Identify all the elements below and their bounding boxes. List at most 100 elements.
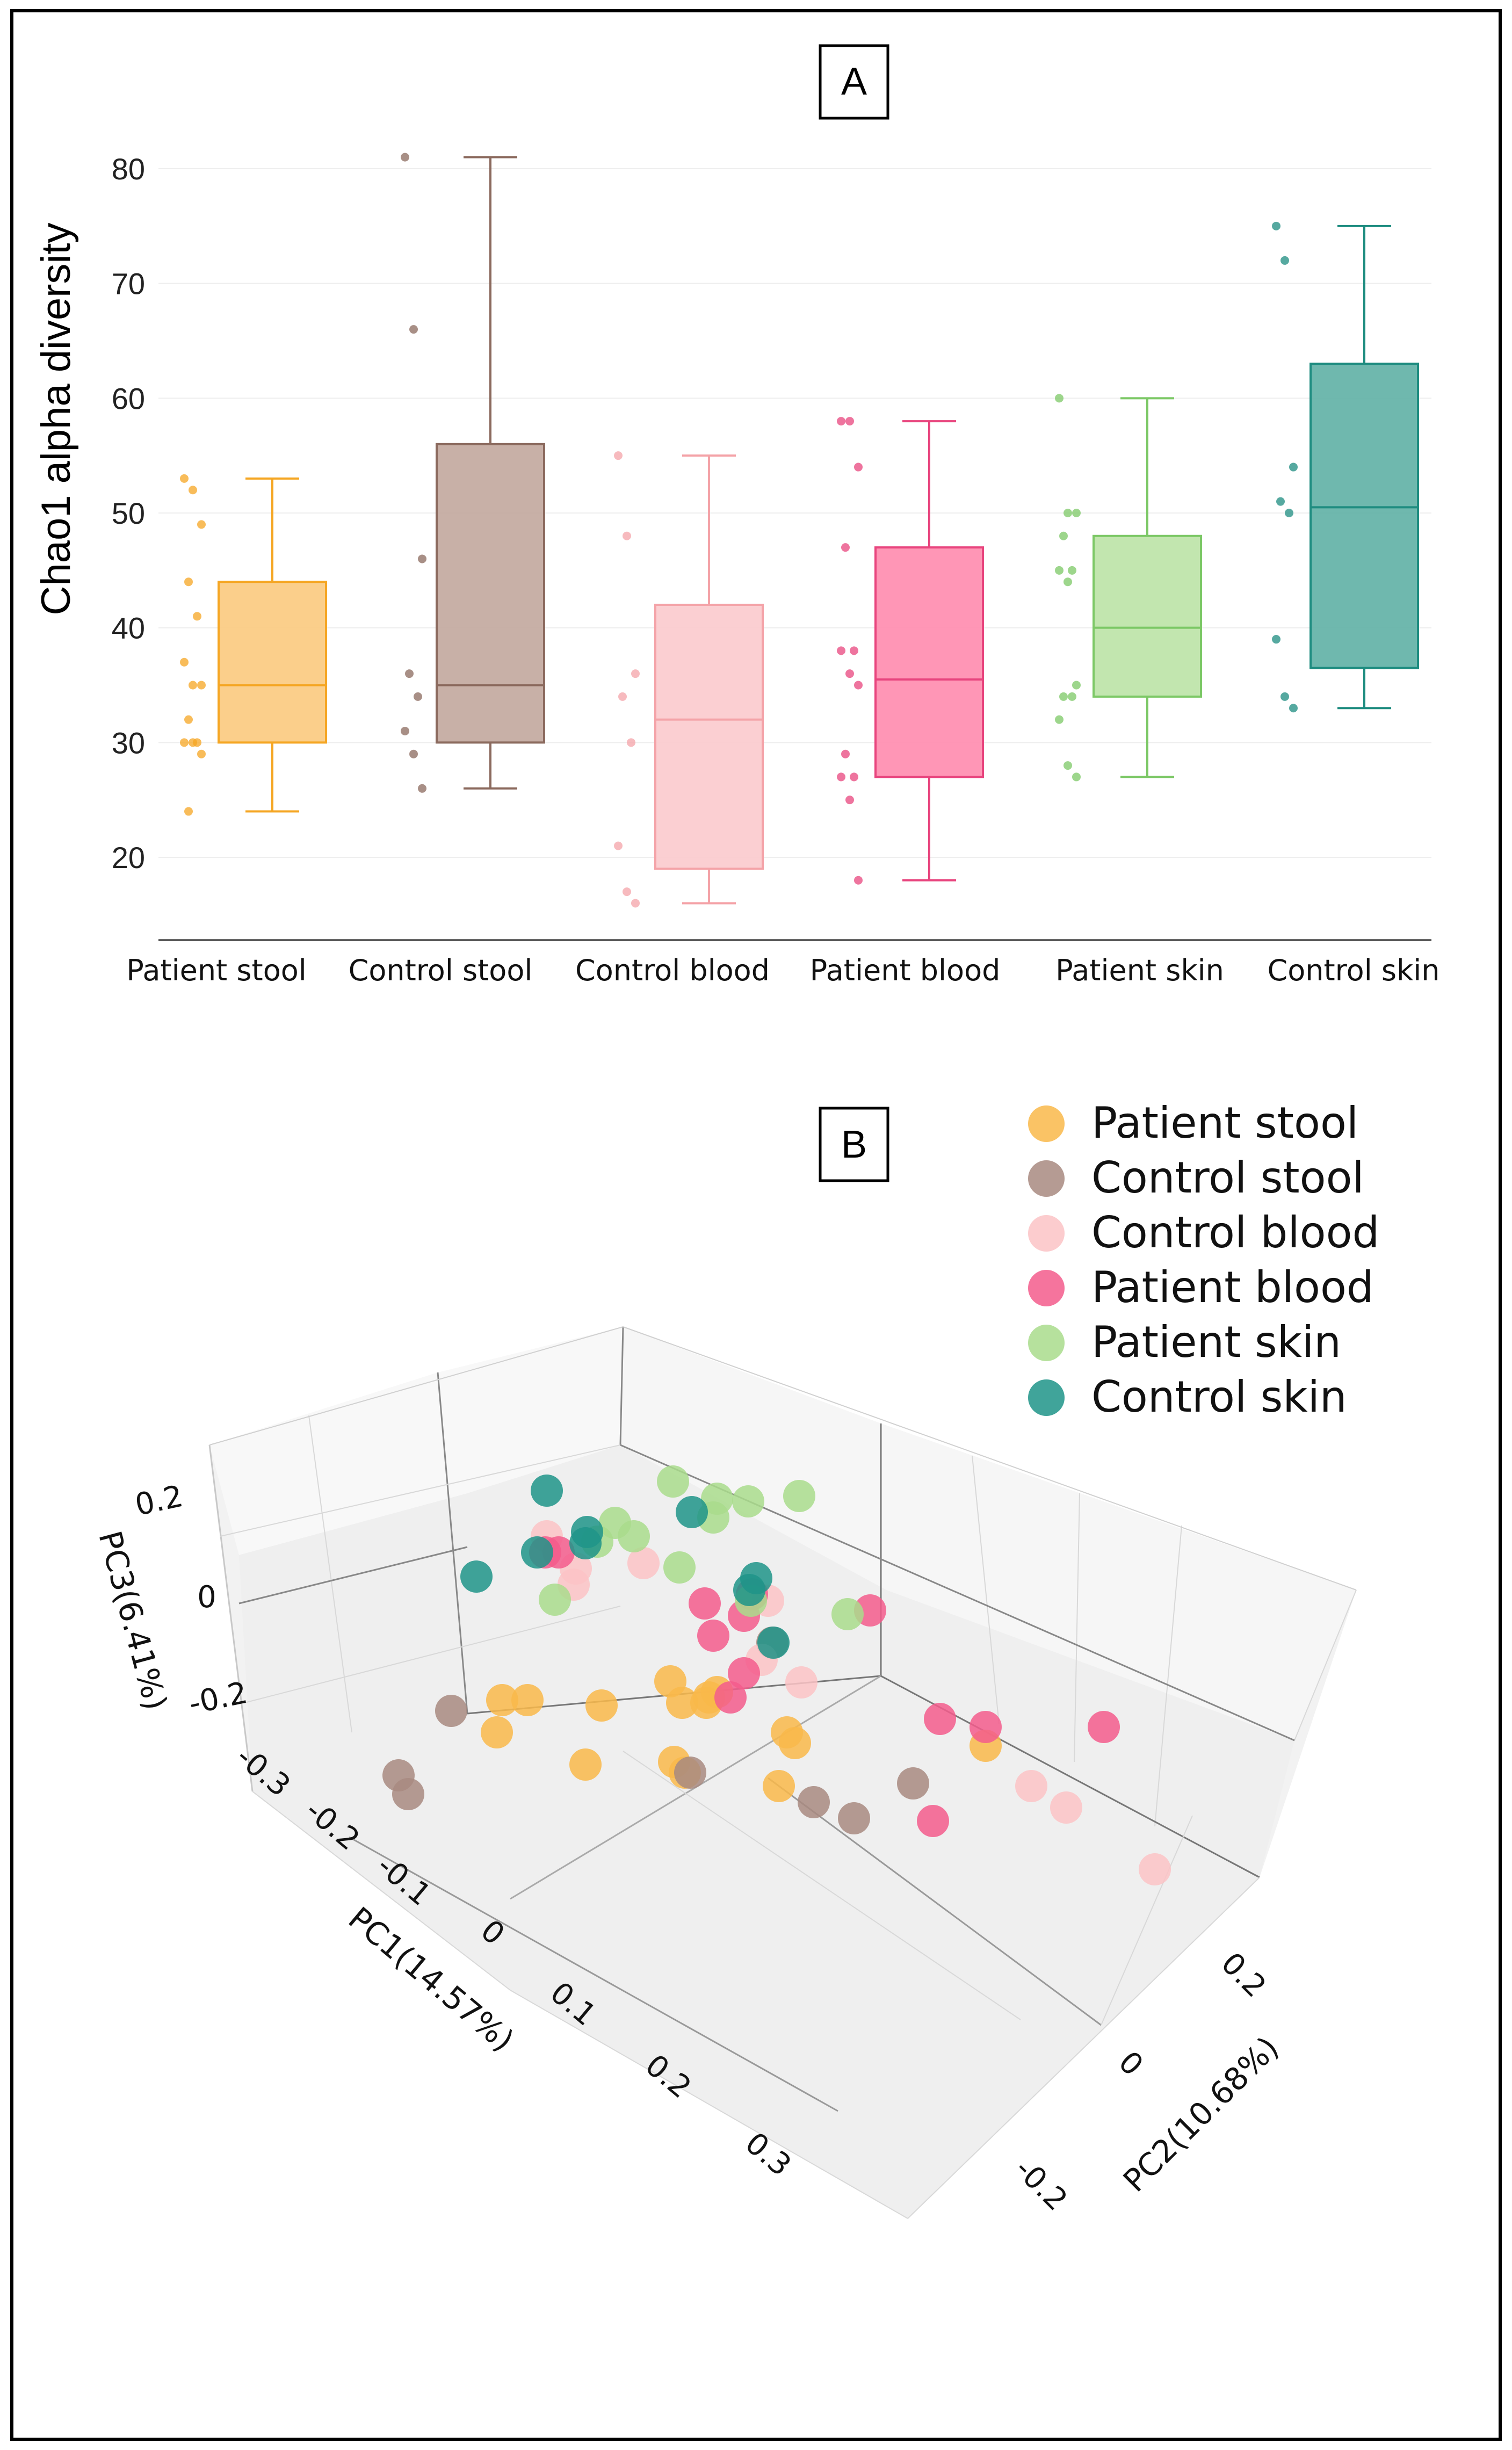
scatter-point-patient-blood [697,1620,729,1652]
legend-label: Patient skin [1091,1317,1341,1367]
scatter-point-control-blood [1139,1853,1171,1885]
data-point [418,784,426,793]
x-tick-label: Patient blood [810,953,1001,987]
data-point [197,749,206,758]
data-point [1055,394,1064,403]
box [1310,363,1419,669]
scatter-point-patient-stool [585,1689,618,1722]
boxplot-patient-blood [837,417,984,885]
legend-label: Control skin [1091,1372,1347,1422]
y-tick-label: 40 [112,611,145,645]
scatter-point-patient-stool [486,1684,518,1716]
scatter-point-control-blood [785,1666,818,1699]
data-point [850,772,858,782]
x-tick-label: Control skin [1268,953,1440,987]
data-point [623,531,631,540]
x-tick-label: Control stool [349,953,533,987]
legend-item: Patient blood [1028,1262,1374,1312]
data-point [189,486,197,495]
legend-label: Patient stool [1091,1098,1358,1148]
scatter-point-control-skin [733,1574,765,1606]
data-point [841,749,850,758]
scatter-point-control-skin [676,1496,708,1528]
data-point [409,749,418,758]
data-point [1064,761,1072,770]
data-point [189,681,197,690]
scatter-point-patient-blood [714,1681,747,1714]
data-point [189,738,197,747]
x-tick-label: Patient stool [126,953,307,987]
data-point [1276,497,1285,506]
data-point [197,520,206,529]
data-point [623,887,631,897]
scatter-points [382,1465,1171,1885]
scatter-point-patient-stool [481,1716,513,1748]
box [218,581,327,744]
scatter-point-patient-skin [663,1551,696,1584]
scatter-point-control-skin [531,1475,563,1507]
data-point [614,841,623,850]
pane-bottom [239,1445,1294,2218]
data-point [854,876,863,885]
legend-label: Control blood [1091,1208,1379,1257]
data-point [845,796,854,805]
pc3-tick: 0 [197,1580,216,1615]
pane-back-left [209,1327,623,1555]
data-point [1072,681,1081,690]
data-point [1072,772,1081,782]
scatter-point-patient-stool [779,1727,811,1759]
data-point [1289,462,1298,472]
legend-item: Control blood [1028,1208,1379,1257]
scatter-point-control-blood [1050,1791,1082,1824]
legend-item: Patient stool [1028,1098,1358,1148]
data-point [197,681,206,690]
y-axis-title: Chao1 alpha diversity [33,223,79,616]
legend-swatch [1028,1105,1065,1142]
panel-b-label: B [841,1123,867,1166]
data-point [854,462,863,472]
scatter-point-control-blood [1015,1770,1047,1802]
y-tick-label: 60 [112,381,145,415]
scatter-point-patient-skin [831,1598,864,1630]
scatter-point-patient-stool [763,1770,795,1802]
data-point [1072,509,1081,517]
data-point [401,153,409,162]
scatter-point-control-stool [798,1786,830,1818]
scatter-point-patient-blood [924,1703,956,1735]
data-point [1068,566,1076,575]
data-point [184,807,193,816]
scatter-point-control-skin [757,1627,790,1659]
scatter-point-patient-skin [618,1520,650,1552]
x-tick-label: Patient skin [1055,953,1224,987]
data-point [180,657,189,667]
y-gridlines [158,168,1431,858]
data-point [1059,692,1068,701]
data-point [401,726,409,735]
panel-a-label: A [841,60,867,103]
scatter-point-patient-skin [539,1584,571,1616]
legend-item: Control stool [1028,1153,1364,1203]
scatter-point-patient-stool [666,1687,698,1719]
legend-swatch [1028,1270,1065,1306]
scatter-point-control-stool [897,1767,929,1799]
data-point [850,646,858,655]
scatter-point-patient-skin [783,1480,815,1512]
data-point [1272,221,1281,230]
data-point [1064,509,1072,517]
data-point [1289,704,1298,713]
data-point [631,669,640,678]
data-point [409,325,418,334]
x-tick-label: Control blood [575,953,770,987]
scatter-point-patient-blood [689,1587,721,1620]
data-point [631,899,640,908]
data-point [193,612,201,621]
data-point [627,738,635,747]
boxplot-control-skin [1272,221,1419,713]
data-point [405,669,414,678]
data-point [854,681,863,690]
boxplot-control-blood [614,451,764,908]
panel-a: A Chao1 alpha diversity 20 30 40 50 60 70 80 P… [33,44,1440,987]
boxplot-control-stool [401,153,545,793]
